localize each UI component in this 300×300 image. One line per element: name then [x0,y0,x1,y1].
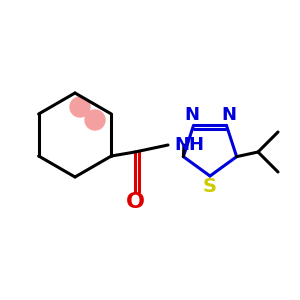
Text: N: N [184,106,199,124]
Circle shape [85,110,105,130]
Text: N: N [221,106,236,124]
Text: S: S [203,176,217,196]
Circle shape [70,97,90,117]
Text: O: O [125,192,145,212]
Text: NH: NH [174,136,204,154]
